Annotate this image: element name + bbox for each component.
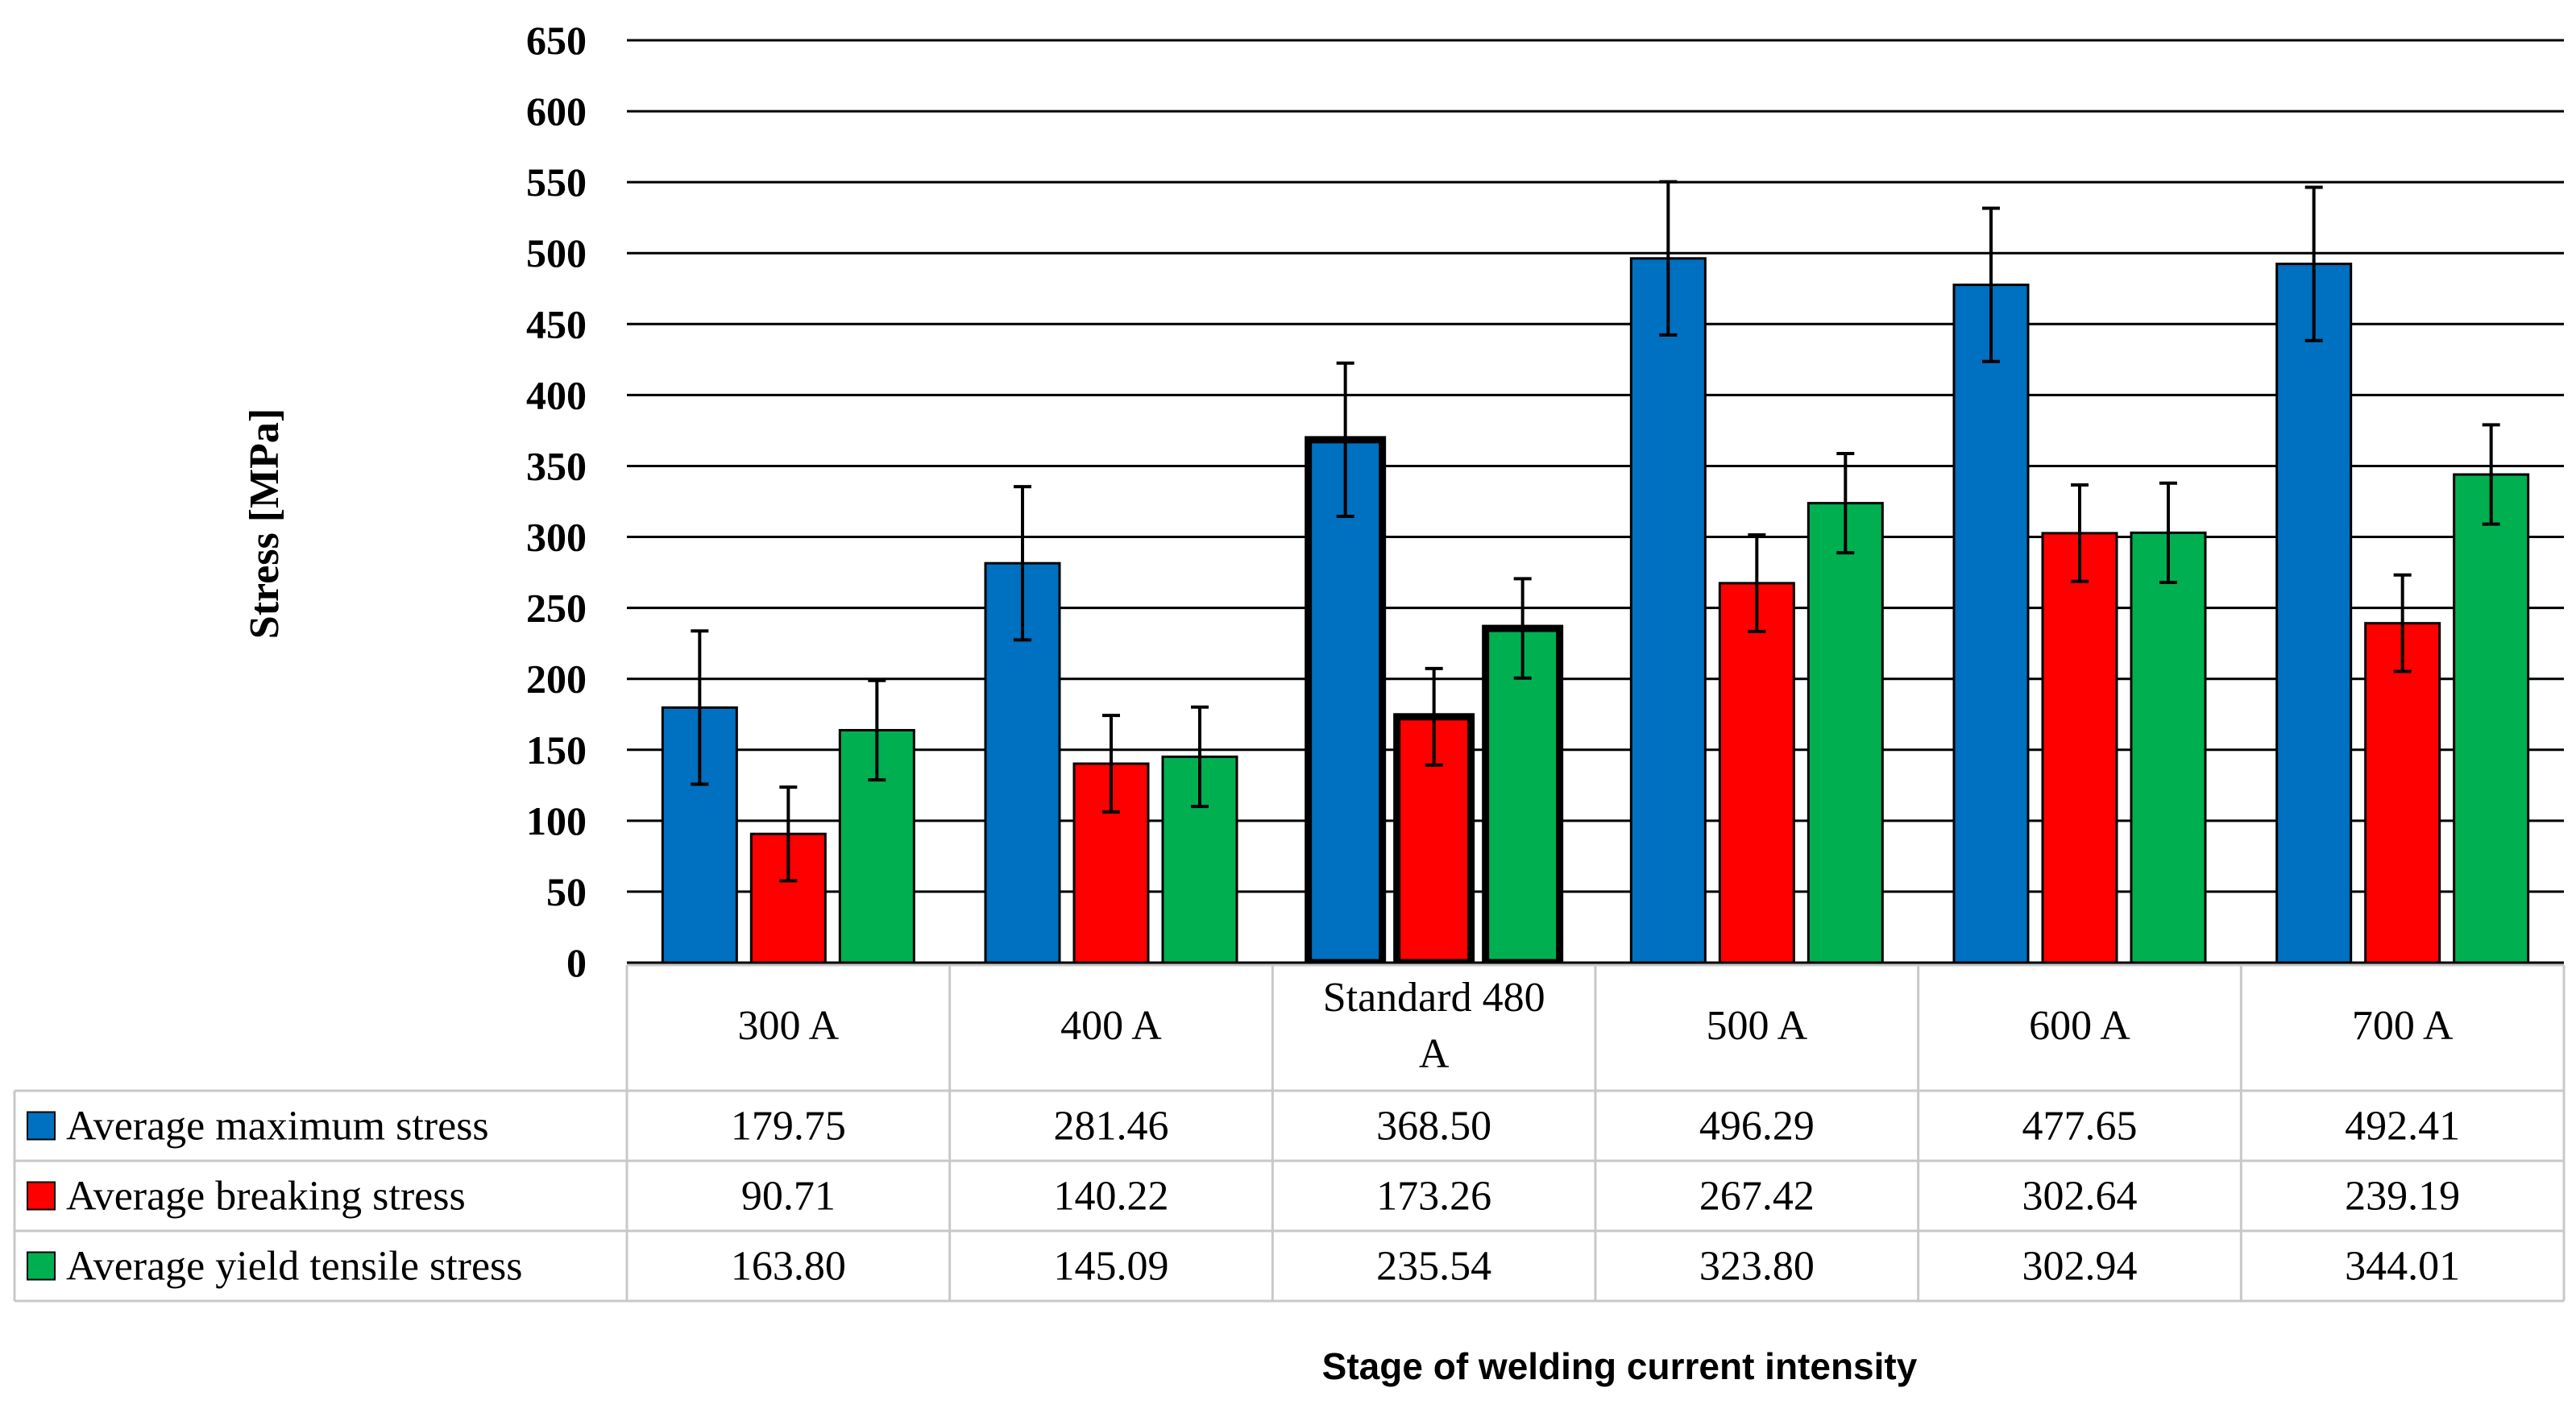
data-label: 179.75 (731, 1104, 846, 1150)
bar-average-maximum-stress-5 (2275, 263, 2353, 964)
legend-key (27, 1111, 56, 1141)
bar-average-maximum-stress-2 (1305, 436, 1387, 967)
y-tick-label: 50 (546, 869, 587, 914)
data-label: 267.42 (1699, 1174, 1815, 1220)
legend-label: Average maximum stress (66, 1104, 489, 1150)
y-tick-label: 500 (526, 230, 587, 276)
data-label: 302.94 (2022, 1244, 2138, 1290)
y-tick-label: 150 (526, 727, 587, 773)
y-tick-label: 250 (526, 586, 587, 631)
bar-average-yield-tensile-stress-3 (1807, 502, 1884, 964)
y-tick-label: 300 (526, 515, 587, 560)
category-label: 400 A (1060, 1003, 1162, 1049)
y-tick-label: 0 (566, 940, 587, 985)
data-label: 492.41 (2345, 1104, 2460, 1150)
y-tick-label: 400 (526, 372, 587, 417)
bar-average-yield-tensile-stress-4 (2130, 531, 2207, 964)
data-label: 140.22 (1054, 1174, 1169, 1220)
category-label: 700 A (2352, 1003, 2454, 1049)
bar-average-yield-tensile-stress-5 (2453, 473, 2530, 964)
category-label: 300 A (737, 1003, 839, 1049)
data-label: 163.80 (731, 1244, 846, 1290)
bar-average-maximum-stress-4 (1952, 284, 2030, 964)
gridlines (627, 39, 2564, 964)
data-label: 173.26 (1376, 1174, 1491, 1220)
bar-average-breaking-stress-4 (2041, 532, 2118, 964)
data-label: 344.01 (2345, 1244, 2460, 1290)
bars (661, 180, 2530, 967)
y-tick-label: 200 (526, 657, 587, 702)
data-label: 368.50 (1376, 1104, 1491, 1150)
category-label: Standard 480 A (1323, 975, 1545, 1077)
bar-average-breaking-stress-0 (749, 832, 827, 964)
data-label: 496.29 (1699, 1104, 1815, 1150)
category-label: 600 A (2029, 1003, 2130, 1049)
category-label: 500 A (1706, 1003, 1807, 1049)
data-label: 145.09 (1054, 1244, 1169, 1290)
y-axis-label: Stress [MPa] (242, 408, 288, 639)
y-tick-label: 550 (526, 160, 587, 205)
legend-label: Average breaking stress (66, 1174, 466, 1220)
y-tick-label: 100 (526, 798, 587, 843)
data-label: 302.64 (2022, 1174, 2138, 1220)
data-label: 239.19 (2345, 1174, 2460, 1220)
data-table: 300 A 400 A Standard 480 A 500 A 600 A 700 A Av… (13, 963, 2566, 1303)
y-tick-label: 650 (526, 18, 587, 63)
data-label: 235.54 (1376, 1244, 1491, 1290)
data-label: 477.65 (2022, 1104, 2138, 1150)
legend-key (27, 1181, 56, 1211)
legend-label: Average yield tensile stress (66, 1244, 523, 1290)
data-label: 281.46 (1054, 1104, 1169, 1150)
data-label: 323.80 (1699, 1244, 1815, 1290)
y-tick-label: 450 (526, 301, 587, 346)
bar-average-breaking-stress-5 (2364, 622, 2441, 964)
y-tick-label: 350 (526, 443, 587, 488)
y-tick-label: 600 (526, 89, 587, 134)
data-label: 90.71 (741, 1174, 836, 1220)
y-axis-ticks: 0 50 100 150 200 250 300 350 400 450 500 550 600 650 (526, 18, 587, 985)
x-axis-label: Stage of welding current intensity (1322, 1345, 1918, 1387)
bar-average-maximum-stress-3 (1629, 257, 1707, 964)
bar-average-breaking-stress-3 (1718, 582, 1795, 964)
legend-key (27, 1251, 56, 1281)
